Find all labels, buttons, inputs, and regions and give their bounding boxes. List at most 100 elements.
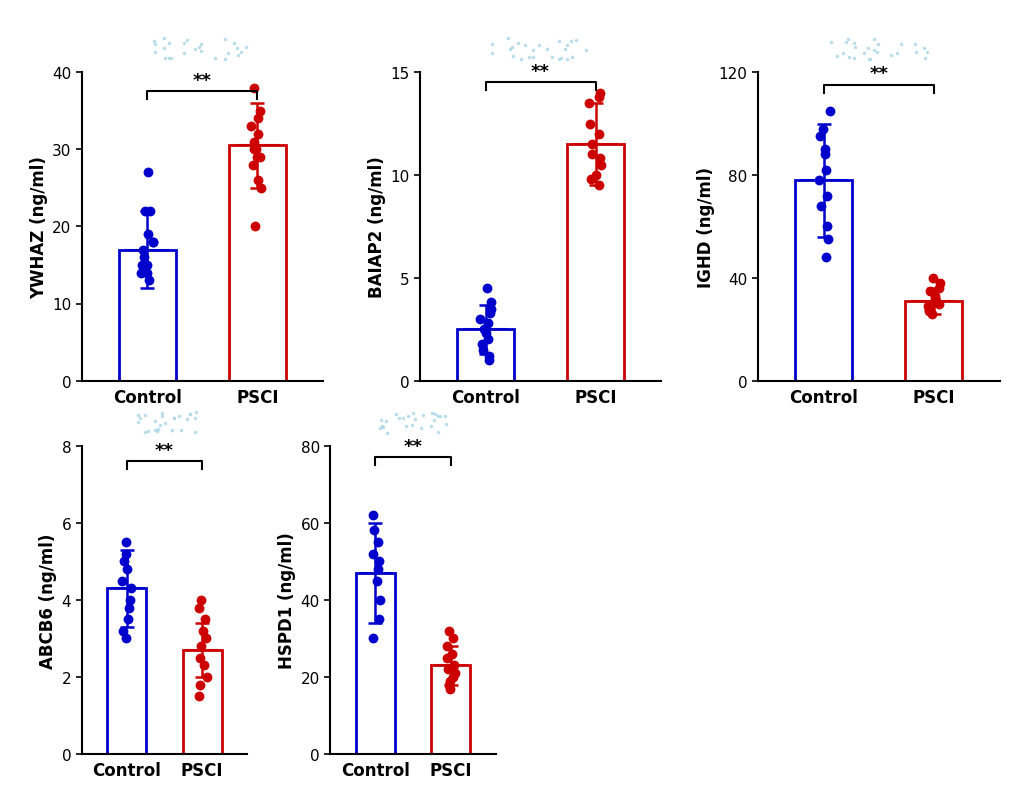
- Point: [247, 221, 263, 234]
- Point: [590, 128, 606, 141]
- Point: [591, 152, 607, 165]
- Point: [250, 113, 266, 126]
- Point: [252, 151, 268, 164]
- Point: [816, 144, 833, 157]
- Y-axis label: IGHD (ng/ml): IGHD (ng/ml): [696, 166, 714, 288]
- Point: [120, 613, 137, 626]
- Point: [371, 555, 387, 568]
- Point: [366, 524, 382, 537]
- Point: [810, 174, 826, 187]
- Point: [191, 690, 207, 703]
- Point: [440, 663, 457, 676]
- Point: [927, 295, 944, 308]
- Point: [117, 633, 133, 646]
- Point: [252, 105, 268, 118]
- Point: [924, 272, 941, 285]
- Point: [817, 164, 834, 177]
- Point: [440, 624, 457, 637]
- Text: **: **: [155, 441, 174, 459]
- Point: [243, 120, 259, 133]
- Text: **: **: [193, 72, 212, 90]
- Y-axis label: HSPD1 (ng/ml): HSPD1 (ng/ml): [278, 532, 296, 668]
- Bar: [431, 666, 470, 754]
- Point: [121, 594, 138, 607]
- Point: [250, 174, 266, 187]
- Point: [925, 293, 942, 306]
- Point: [369, 574, 385, 587]
- Point: [482, 303, 498, 315]
- Y-axis label: BAIAP2 (ng/ml): BAIAP2 (ng/ml): [368, 157, 385, 298]
- Point: [135, 243, 151, 256]
- Point: [133, 267, 150, 280]
- Point: [439, 651, 455, 664]
- Point: [139, 267, 155, 280]
- Text: **: **: [868, 66, 888, 84]
- Point: [923, 308, 940, 321]
- Point: [250, 128, 266, 141]
- Point: [480, 317, 496, 330]
- Point: [926, 290, 943, 303]
- Point: [818, 190, 835, 203]
- Point: [482, 297, 498, 310]
- Point: [582, 118, 598, 131]
- Point: [930, 282, 947, 295]
- Point: [118, 563, 135, 576]
- Point: [133, 259, 150, 272]
- Point: [444, 671, 461, 684]
- Point: [441, 682, 458, 695]
- Point: [919, 300, 935, 313]
- Point: [445, 659, 462, 672]
- Point: [818, 221, 835, 234]
- Point: [253, 182, 269, 195]
- Point: [371, 594, 387, 607]
- Point: [193, 640, 209, 653]
- Point: [481, 354, 497, 367]
- Point: [478, 282, 494, 295]
- Point: [930, 298, 947, 311]
- Point: [199, 671, 215, 684]
- Point: [920, 303, 936, 315]
- Point: [479, 333, 495, 346]
- Text: **: **: [404, 437, 422, 455]
- Point: [248, 144, 264, 157]
- Point: [145, 236, 161, 249]
- Point: [117, 547, 133, 560]
- Point: [583, 174, 599, 187]
- Point: [476, 324, 492, 337]
- Point: [246, 135, 262, 149]
- Y-axis label: YWHAZ (ng/ml): YWHAZ (ng/ml): [30, 156, 48, 298]
- Point: [814, 123, 830, 136]
- Point: [370, 536, 386, 549]
- Point: [145, 236, 161, 249]
- Point: [481, 307, 497, 320]
- Point: [370, 613, 386, 626]
- Point: [365, 633, 381, 646]
- Point: [471, 313, 487, 326]
- Text: **: **: [531, 62, 549, 81]
- Point: [591, 87, 607, 100]
- Point: [811, 131, 827, 144]
- Point: [118, 536, 135, 549]
- Bar: [182, 650, 221, 754]
- Bar: [904, 302, 961, 381]
- Point: [114, 574, 130, 587]
- Point: [474, 344, 490, 357]
- Point: [590, 91, 606, 104]
- Point: [590, 179, 606, 192]
- Point: [248, 151, 264, 164]
- Point: [192, 678, 208, 691]
- Point: [441, 675, 458, 688]
- Point: [443, 647, 460, 660]
- Point: [593, 159, 609, 172]
- Point: [136, 251, 152, 264]
- Point: [364, 509, 380, 522]
- Point: [193, 594, 209, 607]
- Point: [473, 337, 489, 350]
- Point: [816, 148, 833, 161]
- Point: [819, 234, 836, 247]
- Point: [140, 229, 156, 242]
- Point: [137, 205, 153, 218]
- Bar: [795, 181, 852, 381]
- Point: [583, 139, 599, 152]
- Point: [191, 601, 207, 615]
